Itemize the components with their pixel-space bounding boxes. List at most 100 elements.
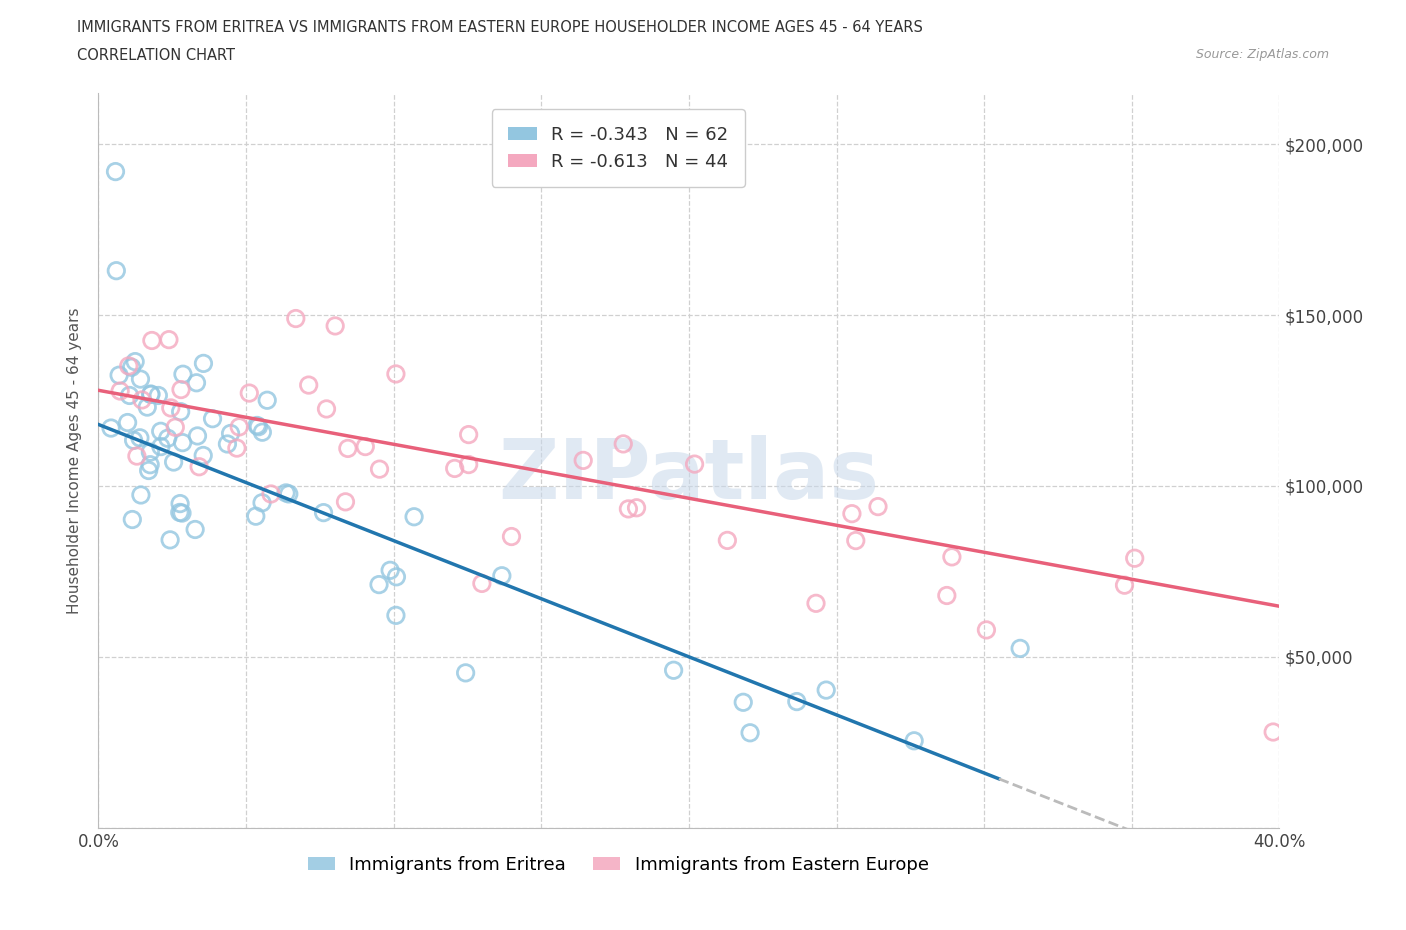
Point — [225, 441, 247, 456]
Point — [841, 506, 863, 521]
Point — [165, 419, 187, 434]
Point — [786, 694, 808, 709]
Point — [129, 487, 152, 502]
Point — [866, 499, 889, 514]
Point — [169, 505, 191, 520]
Point — [170, 506, 193, 521]
Point — [662, 663, 685, 678]
Point — [149, 439, 172, 454]
Point — [121, 512, 143, 527]
Point — [247, 419, 270, 434]
Point — [815, 683, 838, 698]
Point — [404, 510, 426, 525]
Point — [139, 387, 162, 402]
Point — [104, 165, 127, 179]
Point — [454, 666, 477, 681]
Point — [385, 608, 408, 623]
Point — [354, 439, 377, 454]
Point — [139, 458, 162, 472]
Point — [457, 427, 479, 442]
Point — [572, 453, 595, 468]
Point — [903, 734, 925, 749]
Point — [100, 420, 122, 435]
Point — [323, 318, 346, 333]
Point — [118, 388, 141, 403]
Point — [172, 435, 194, 450]
Point — [238, 386, 260, 401]
Point — [159, 532, 181, 547]
Point — [941, 550, 963, 565]
Point — [501, 529, 523, 544]
Point — [935, 588, 957, 603]
Point — [159, 401, 181, 416]
Point — [131, 392, 153, 407]
Point — [260, 486, 283, 501]
Point — [157, 332, 180, 347]
Point — [368, 578, 391, 592]
Point — [228, 419, 250, 434]
Point — [256, 392, 278, 407]
Point — [385, 366, 408, 381]
Point — [121, 360, 143, 375]
Point — [169, 405, 191, 419]
Point — [122, 432, 145, 447]
Point — [136, 400, 159, 415]
Point — [1123, 551, 1146, 565]
Point — [626, 500, 648, 515]
Point — [471, 576, 494, 591]
Point — [298, 378, 321, 392]
Point — [683, 457, 706, 472]
Point — [172, 366, 194, 381]
Point — [716, 533, 738, 548]
Point — [186, 376, 208, 391]
Point — [277, 486, 299, 501]
Point — [385, 569, 408, 584]
Point — [186, 429, 208, 444]
Point — [169, 497, 191, 512]
Text: IMMIGRANTS FROM ERITREA VS IMMIGRANTS FROM EASTERN EUROPE HOUSEHOLDER INCOME AGE: IMMIGRANTS FROM ERITREA VS IMMIGRANTS FR… — [77, 20, 924, 35]
Point — [138, 463, 160, 478]
Point — [617, 501, 640, 516]
Point — [245, 509, 267, 524]
Point — [738, 725, 761, 740]
Point — [845, 533, 868, 548]
Point — [1114, 578, 1136, 592]
Text: Source: ZipAtlas.com: Source: ZipAtlas.com — [1195, 48, 1329, 61]
Y-axis label: Householder Income Ages 45 - 64 years: Householder Income Ages 45 - 64 years — [66, 307, 82, 614]
Point — [128, 431, 150, 445]
Point — [219, 426, 242, 441]
Point — [1010, 641, 1032, 656]
Point — [193, 448, 215, 463]
Point — [139, 387, 162, 402]
Point — [156, 431, 179, 445]
Point — [491, 568, 513, 583]
Point — [148, 388, 170, 403]
Point — [129, 372, 152, 387]
Point — [108, 383, 131, 398]
Point — [117, 415, 139, 430]
Point — [312, 505, 335, 520]
Point — [612, 436, 634, 451]
Point — [188, 459, 211, 474]
Point — [336, 441, 359, 456]
Point — [246, 418, 269, 432]
Point — [149, 424, 172, 439]
Point — [125, 448, 148, 463]
Point — [1263, 724, 1285, 739]
Point — [217, 436, 239, 451]
Point — [118, 358, 141, 373]
Point — [335, 495, 357, 510]
Point — [457, 458, 479, 472]
Point — [284, 312, 307, 326]
Point — [378, 563, 401, 578]
Point — [201, 411, 224, 426]
Point — [124, 354, 146, 369]
Point — [368, 461, 391, 476]
Point — [443, 461, 465, 476]
Point — [162, 455, 184, 470]
Point — [139, 445, 162, 459]
Point — [733, 695, 755, 710]
Text: CORRELATION CHART: CORRELATION CHART — [77, 48, 235, 63]
Point — [108, 367, 131, 382]
Point — [184, 522, 207, 537]
